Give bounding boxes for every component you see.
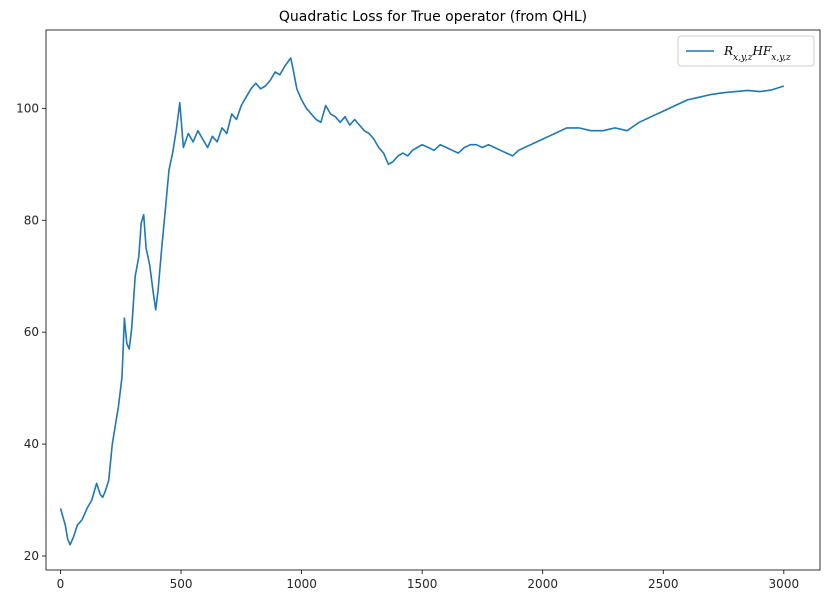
legend: Rx,y,zHFx,y,z	[677, 35, 815, 67]
y-axis: 20 40 60 80 100	[16, 101, 46, 563]
x-tick-label: 1000	[286, 577, 317, 591]
y-tick-label: 40	[24, 437, 39, 451]
y-tick-label: 20	[24, 549, 39, 563]
x-tick-label: 2000	[527, 577, 558, 591]
x-tick-label: 3000	[769, 577, 800, 591]
legend-box	[677, 35, 815, 67]
legend-label-part: HF	[751, 44, 771, 58]
chart-title: Quadratic Loss for True operator (from Q…	[279, 9, 587, 25]
x-tick-label: 500	[170, 577, 193, 591]
plot-area	[59, 57, 785, 546]
x-tick-label: 0	[57, 577, 65, 591]
x-tick-label: 1500	[407, 577, 438, 591]
x-axis: 0 500 1000 1500 2000 2500 3000	[57, 570, 799, 591]
legend-subscript: x,y,z	[771, 53, 791, 63]
y-tick-label: 60	[24, 325, 39, 339]
legend-subscript: x,y,z	[733, 53, 753, 63]
x-tick-label: 2500	[648, 577, 679, 591]
legend-label: Rx,y,zHFx,y,z	[723, 44, 791, 63]
legend-label-part: R	[723, 44, 733, 58]
series-line	[59, 57, 785, 546]
plot-frame	[45, 29, 821, 571]
y-tick-label: 100	[16, 101, 39, 115]
y-tick-label: 80	[24, 213, 39, 227]
